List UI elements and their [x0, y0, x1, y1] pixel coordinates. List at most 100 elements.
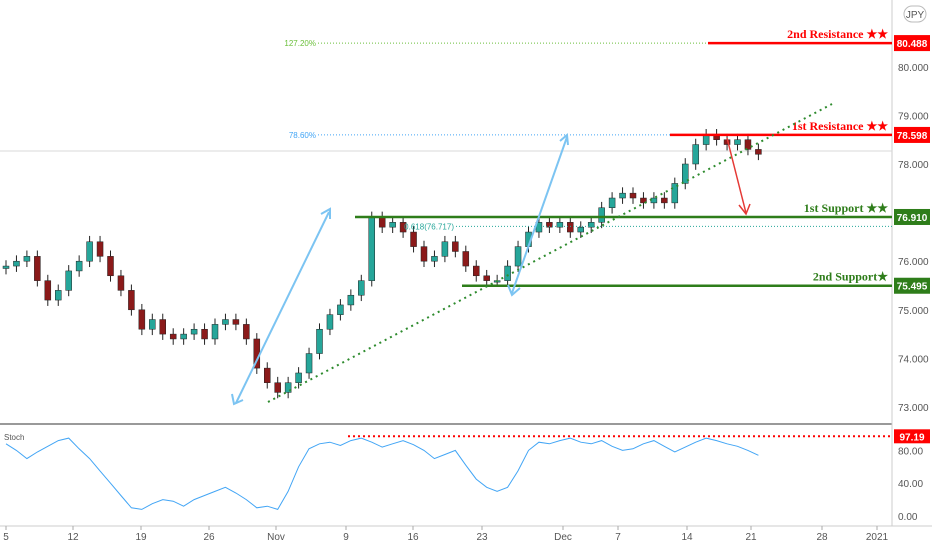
time-tick-label: 2021	[866, 532, 889, 543]
candle-body	[222, 319, 229, 325]
oscillator-axis: 80.00 40.00 0.00	[898, 446, 923, 523]
candle-body	[264, 367, 271, 383]
oscillator-level-value: 97.19	[899, 432, 924, 443]
candle-body	[201, 328, 208, 340]
candle-body	[514, 246, 522, 267]
candle-body	[13, 260, 20, 267]
candle-body	[211, 324, 219, 340]
candle-body	[755, 149, 762, 155]
candle-body	[608, 197, 616, 208]
candle-body	[462, 251, 470, 267]
candle-body	[556, 222, 564, 228]
candle-body	[587, 222, 595, 228]
level-value-s1: 76.910	[897, 213, 928, 224]
candle-body	[75, 260, 83, 272]
oscillator-label: Stoch	[4, 433, 24, 442]
time-tick-label: 16	[407, 532, 419, 543]
candle-body	[149, 319, 156, 330]
candle-body	[138, 309, 146, 330]
symbol-badge[interactable]: JPY	[903, 5, 927, 23]
candle-body	[107, 256, 114, 277]
candle-body	[274, 382, 281, 393]
stochastic-line	[5, 437, 759, 510]
candle-body	[326, 314, 334, 330]
candle-body	[431, 256, 438, 262]
price-tick-label: 78.000	[898, 160, 929, 171]
candle-body	[44, 280, 52, 301]
candle-body	[567, 222, 574, 233]
candle-body	[378, 217, 386, 228]
price-tick-label: 76.000	[898, 257, 929, 268]
level-badge-r2	[894, 35, 930, 52]
candle-body	[368, 217, 375, 281]
level-value-r1: 78.598	[897, 131, 928, 142]
candle-body	[316, 328, 323, 354]
time-tick-label: 14	[681, 532, 693, 543]
candle-body	[420, 246, 428, 262]
candle-body	[483, 275, 490, 281]
candle-body	[243, 324, 250, 340]
fib-label: 78.60%	[289, 131, 316, 140]
fib-label: 0.618(76.717)	[404, 222, 454, 231]
candle-body	[598, 207, 605, 223]
candle-body	[86, 241, 93, 262]
time-tick-label: Nov	[267, 532, 285, 543]
oscillator-tick-label: 0.00	[898, 512, 918, 523]
candle-body	[441, 241, 449, 257]
oscillator-tick-label: 40.00	[898, 479, 923, 490]
candle-body	[190, 328, 198, 335]
price-tick-label: 73.000	[898, 403, 929, 414]
candle-body	[358, 280, 365, 296]
impulse-arrow-2	[511, 136, 568, 294]
candle-body	[650, 197, 658, 204]
candle-body	[546, 222, 553, 228]
candle-body	[169, 333, 177, 340]
candle-body	[159, 319, 166, 335]
time-tick-label: 23	[476, 532, 488, 543]
time-tick-label: 7	[615, 532, 621, 543]
candle-body	[619, 192, 626, 199]
candle-body	[128, 290, 135, 311]
candle-body	[734, 139, 741, 145]
price-tick-label: 79.000	[898, 111, 929, 122]
candle-body	[399, 222, 407, 233]
support-resistance-levels: 2nd Resistance ★★ 80.488 1st Resistance ★★…	[355, 27, 930, 294]
candle-body	[577, 226, 584, 233]
candle-body	[504, 265, 511, 281]
level-label-s2: 2nd Support★	[813, 270, 888, 284]
symbol-badge-text: JPY	[906, 10, 925, 21]
fibonacci-levels: 127.20% 78.60% 0.618(76.717)	[284, 39, 892, 231]
time-tick-label: 28	[816, 532, 828, 543]
level-label-s1: 1st Support ★★	[804, 201, 888, 215]
price-tick-label: 80.000	[898, 63, 929, 74]
time-tick-label: 21	[745, 532, 757, 543]
candle-body	[232, 319, 240, 325]
time-tick-label: 26	[203, 532, 215, 543]
candle-body	[23, 256, 31, 262]
stochastic-panel: Stoch 97.19 80.00 40.00 0.00	[4, 429, 930, 523]
time-tick-label: 19	[135, 532, 147, 543]
level-value-s2: 75.495	[897, 282, 928, 293]
fib-label: 127.20%	[284, 39, 316, 48]
candle-body	[661, 197, 668, 204]
level-badge-r1	[894, 126, 930, 143]
candle-body	[702, 134, 710, 145]
candle-body	[284, 382, 292, 393]
time-axis[interactable]: 5 12 19 26 Nov 9 16 23 Dec 7 14 21 28 2021	[3, 526, 889, 543]
candle-body	[744, 139, 752, 150]
candle-body	[65, 270, 72, 291]
level-label-r2: 2nd Resistance ★★	[787, 27, 888, 41]
candle-body	[452, 241, 459, 252]
oscillator-tick-label: 80.00	[898, 446, 923, 457]
candle-body	[337, 304, 344, 315]
time-tick-label: Dec	[554, 532, 572, 543]
level-badge-s1	[894, 208, 930, 225]
trendline	[267, 103, 833, 403]
candle-body	[347, 294, 355, 306]
candle-body	[389, 222, 396, 228]
level-badge-s2	[894, 277, 930, 294]
candle-body	[117, 275, 125, 291]
projection-arrow	[726, 137, 747, 214]
